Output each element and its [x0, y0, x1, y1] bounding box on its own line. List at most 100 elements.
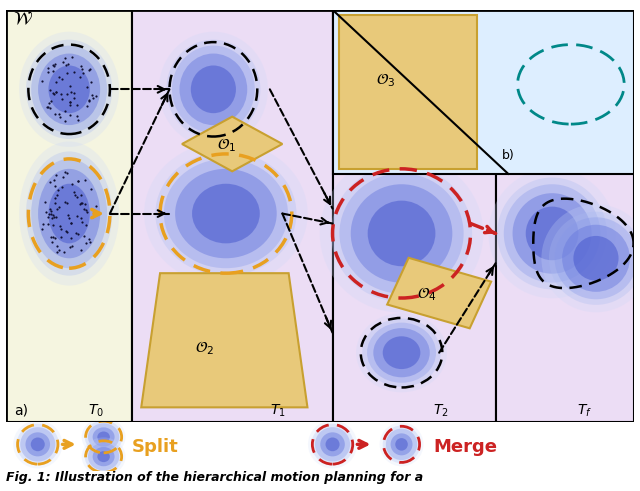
- Ellipse shape: [367, 201, 435, 266]
- Point: [56, 233, 66, 241]
- Point: [64, 214, 74, 221]
- Text: a): a): [14, 404, 28, 418]
- Point: [56, 90, 67, 98]
- Point: [72, 101, 83, 109]
- Ellipse shape: [97, 451, 110, 462]
- Ellipse shape: [31, 159, 107, 268]
- Point: [83, 235, 93, 243]
- Point: [79, 206, 89, 214]
- Ellipse shape: [88, 423, 119, 451]
- Ellipse shape: [386, 429, 417, 460]
- Text: Merge: Merge: [433, 438, 497, 456]
- Ellipse shape: [85, 440, 122, 473]
- Ellipse shape: [525, 207, 579, 260]
- Ellipse shape: [390, 434, 413, 455]
- Point: [58, 173, 68, 181]
- Point: [62, 228, 72, 236]
- Ellipse shape: [175, 169, 276, 258]
- Point: [52, 248, 62, 256]
- Point: [43, 220, 53, 228]
- Point: [48, 211, 58, 219]
- Point: [72, 230, 83, 238]
- Ellipse shape: [85, 420, 122, 454]
- Ellipse shape: [339, 173, 463, 294]
- Text: $T_2$: $T_2$: [433, 403, 449, 419]
- Point: [77, 69, 88, 77]
- Point: [67, 181, 77, 189]
- Bar: [333, 10, 495, 422]
- Point: [51, 78, 61, 86]
- Ellipse shape: [38, 169, 100, 258]
- Point: [55, 113, 65, 121]
- Point: [72, 192, 82, 200]
- Point: [65, 98, 75, 106]
- Point: [84, 238, 95, 246]
- Point: [79, 232, 89, 240]
- Point: [36, 77, 47, 84]
- Point: [63, 211, 73, 219]
- Point: [57, 95, 67, 103]
- Point: [51, 213, 61, 221]
- Point: [46, 207, 56, 215]
- Point: [61, 69, 72, 77]
- Text: $\mathcal{O}_3$: $\mathcal{O}_3$: [376, 71, 396, 89]
- Ellipse shape: [20, 427, 55, 462]
- Ellipse shape: [362, 319, 441, 387]
- Point: [65, 88, 76, 96]
- Point: [60, 117, 70, 125]
- Polygon shape: [387, 258, 491, 328]
- Point: [49, 62, 60, 70]
- Ellipse shape: [315, 427, 350, 462]
- Point: [49, 214, 60, 221]
- Ellipse shape: [19, 32, 119, 147]
- Point: [79, 199, 90, 207]
- Point: [51, 171, 61, 179]
- Point: [38, 220, 48, 228]
- Point: [43, 103, 53, 110]
- Point: [60, 108, 70, 115]
- Point: [58, 58, 68, 66]
- Point: [45, 97, 56, 105]
- Point: [50, 110, 60, 118]
- Ellipse shape: [541, 204, 640, 312]
- Ellipse shape: [26, 40, 112, 139]
- Point: [49, 194, 60, 202]
- Ellipse shape: [488, 168, 616, 298]
- Ellipse shape: [88, 443, 119, 470]
- Point: [41, 208, 51, 216]
- Point: [54, 110, 65, 118]
- Point: [87, 213, 97, 221]
- Point: [55, 222, 65, 230]
- Ellipse shape: [17, 424, 59, 465]
- Point: [48, 67, 58, 75]
- Ellipse shape: [26, 151, 112, 275]
- Text: Split: Split: [132, 438, 179, 456]
- Ellipse shape: [383, 336, 420, 369]
- Point: [72, 112, 83, 120]
- Point: [84, 65, 95, 73]
- Ellipse shape: [320, 154, 483, 313]
- Point: [74, 73, 84, 81]
- Ellipse shape: [573, 236, 618, 281]
- Point: [62, 199, 72, 207]
- Text: $T_0$: $T_0$: [88, 403, 104, 419]
- Point: [42, 103, 52, 111]
- Point: [76, 62, 86, 70]
- Ellipse shape: [326, 437, 340, 451]
- Ellipse shape: [49, 65, 90, 113]
- Point: [46, 210, 56, 218]
- Point: [73, 177, 83, 185]
- Point: [77, 65, 87, 73]
- Ellipse shape: [156, 151, 296, 275]
- Point: [76, 199, 86, 207]
- Ellipse shape: [13, 420, 62, 468]
- Point: [76, 191, 86, 199]
- Text: $T_1$: $T_1$: [270, 403, 285, 419]
- Bar: [132, 10, 333, 422]
- Ellipse shape: [179, 54, 247, 125]
- Text: b): b): [502, 149, 515, 162]
- Point: [47, 214, 57, 222]
- Text: $\mathcal{O}_4$: $\mathcal{O}_4$: [417, 285, 436, 303]
- Ellipse shape: [164, 159, 288, 268]
- Point: [88, 94, 98, 102]
